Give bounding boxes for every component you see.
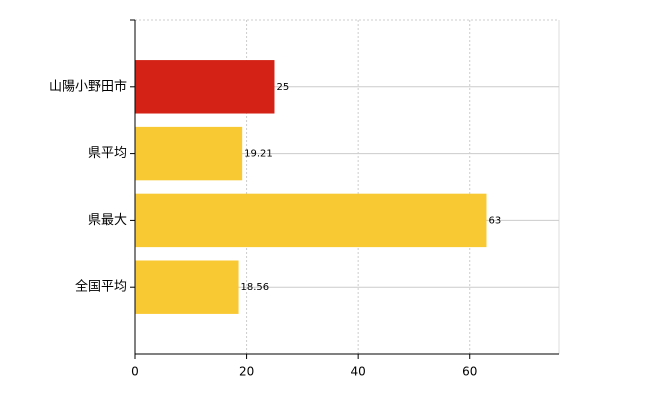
value-label: 19.21 <box>244 149 273 160</box>
x-tick-label: 0 <box>131 365 139 379</box>
y-tick-label: 県平均 <box>88 146 127 161</box>
y-tick-label: 県最大 <box>88 213 127 228</box>
bar <box>135 260 239 314</box>
y-tick-label: 山陽小野田市 <box>49 78 127 94</box>
bar <box>135 193 487 248</box>
value-label: 18.56 <box>241 282 270 293</box>
value-label: 63 <box>488 215 501 226</box>
bar <box>135 126 243 181</box>
x-tick-label: 60 <box>462 365 477 379</box>
value-label: 25 <box>276 82 289 93</box>
x-tick-label: 40 <box>351 365 366 379</box>
x-tick-label: 20 <box>239 365 254 379</box>
y-tick-label: 全国平均 <box>75 279 127 295</box>
bar <box>135 60 275 114</box>
